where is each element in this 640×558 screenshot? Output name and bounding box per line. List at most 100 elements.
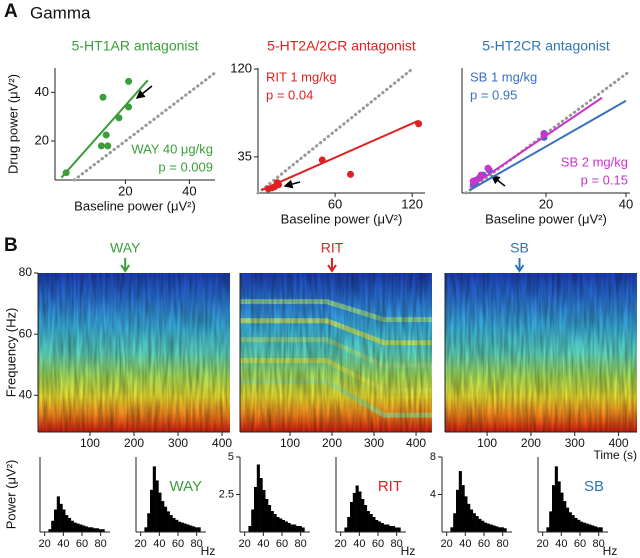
histogram-bar <box>56 496 60 532</box>
histogram-bar <box>560 492 564 532</box>
histogram-bar <box>358 491 362 532</box>
x-tick-label: 40 <box>353 538 365 550</box>
point <box>125 77 133 85</box>
x-tick-label: 100 <box>80 436 100 450</box>
p-value: p = 0.009 <box>158 159 213 174</box>
x-axis-label: Hz <box>201 544 216 558</box>
x-tick-label: 40 <box>555 538 567 550</box>
y-tick-label: 20 <box>35 132 49 147</box>
histogram-bar <box>276 517 280 532</box>
histogram-bar <box>347 517 351 532</box>
x-tick-label: 60 <box>172 538 184 550</box>
point <box>273 179 281 187</box>
identity-line <box>464 69 632 195</box>
x-tick-label: 400 <box>609 436 629 450</box>
histogram-bar <box>79 524 83 532</box>
histogram-bar <box>166 511 170 532</box>
x-tick-label: 80 <box>191 538 203 550</box>
point <box>62 169 70 177</box>
histogram-bar <box>290 524 294 532</box>
histogram-bar <box>65 515 69 532</box>
histogram-bar <box>464 496 468 532</box>
histogram-bar <box>175 519 179 532</box>
histogram-bar <box>397 527 401 532</box>
histogram-bar <box>472 513 476 532</box>
x-tick-label: 40 <box>459 538 471 550</box>
point <box>415 120 423 128</box>
histogram-bar <box>489 524 493 532</box>
point <box>104 142 112 150</box>
x-tick-label: 20 <box>539 196 553 211</box>
histogram-bar <box>599 527 603 532</box>
series-label: WAY 40 μg/kg <box>131 141 213 156</box>
y-tick-label: 120 <box>230 60 252 75</box>
x-tick-label: 20 <box>239 538 251 550</box>
spectrogram-texture <box>38 273 230 432</box>
y-axis-label: Frequency (Hz) <box>3 308 18 398</box>
histogram-bar <box>150 489 154 532</box>
histogram-bar <box>361 499 365 532</box>
identity-line <box>256 66 415 195</box>
fit-line <box>469 96 603 188</box>
identity-line <box>72 71 217 182</box>
histogram-bar <box>557 481 561 532</box>
histogram-bar <box>70 520 74 532</box>
point <box>540 130 548 138</box>
histogram-bar <box>189 525 193 532</box>
histogram-bar <box>192 526 196 532</box>
histogram-bar <box>183 523 187 532</box>
histogram-bar <box>51 520 55 532</box>
histogram-bar <box>498 527 502 532</box>
histogram-bar <box>301 527 305 532</box>
histogram-bar <box>577 519 581 532</box>
x-tick-label: 400 <box>406 436 426 450</box>
p-value: p = 0.95 <box>470 87 517 102</box>
series-label: SB 2 mg/kg <box>561 154 628 169</box>
panel-label: A <box>4 1 18 22</box>
histogram-bar <box>164 506 168 532</box>
histogram-bar <box>48 529 52 532</box>
histogram-bar <box>568 512 572 532</box>
x-axis-label: Hz <box>401 544 416 558</box>
histogram-bar <box>467 503 471 532</box>
x-tick-label: 20 <box>118 183 132 198</box>
x-tick-label: 20 <box>135 538 147 550</box>
x-tick-label: 300 <box>565 436 585 450</box>
histogram-bar <box>484 522 488 532</box>
x-axis-label: Hz <box>603 544 618 558</box>
x-axis-label: Baseline power (μV²) <box>281 211 403 226</box>
point <box>318 156 326 164</box>
x-tick-label: 200 <box>521 436 541 450</box>
histogram-bar <box>169 515 173 532</box>
histogram-bar <box>172 517 176 532</box>
point <box>477 171 485 179</box>
histogram-bar <box>186 524 190 532</box>
event-arrowhead <box>120 264 131 273</box>
x-tick-label: 60 <box>478 538 490 550</box>
y-tick-label: 4 <box>430 488 436 500</box>
histogram-bar <box>93 528 97 532</box>
fit-line <box>60 79 149 179</box>
pointer-arrow <box>283 179 301 189</box>
histogram-bar <box>180 522 184 532</box>
x-tick-label: 80 <box>593 538 605 550</box>
y-tick-label: 40 <box>35 84 49 99</box>
histogram-bar <box>152 466 156 532</box>
point <box>484 164 492 172</box>
histogram-bar <box>279 518 283 532</box>
histogram-bar <box>98 529 102 532</box>
series-label: RIT 1 mg/kg <box>266 69 337 84</box>
histogram-bar <box>585 523 589 532</box>
series-label: SB 1 mg/kg <box>470 69 537 84</box>
histogram-bar <box>287 523 291 532</box>
x-tick-label: 60 <box>574 538 586 550</box>
histogram-label: RIT <box>378 478 402 495</box>
x-tick-label: 300 <box>168 436 188 450</box>
histogram-bar <box>282 520 286 532</box>
y-tick-label: 5 <box>228 451 234 463</box>
histogram-label: WAY <box>170 478 203 495</box>
histogram-bar <box>355 485 359 532</box>
histogram-bar <box>54 509 58 532</box>
histogram-bar <box>596 527 600 532</box>
y-tick-label: 2.5 <box>219 488 234 500</box>
